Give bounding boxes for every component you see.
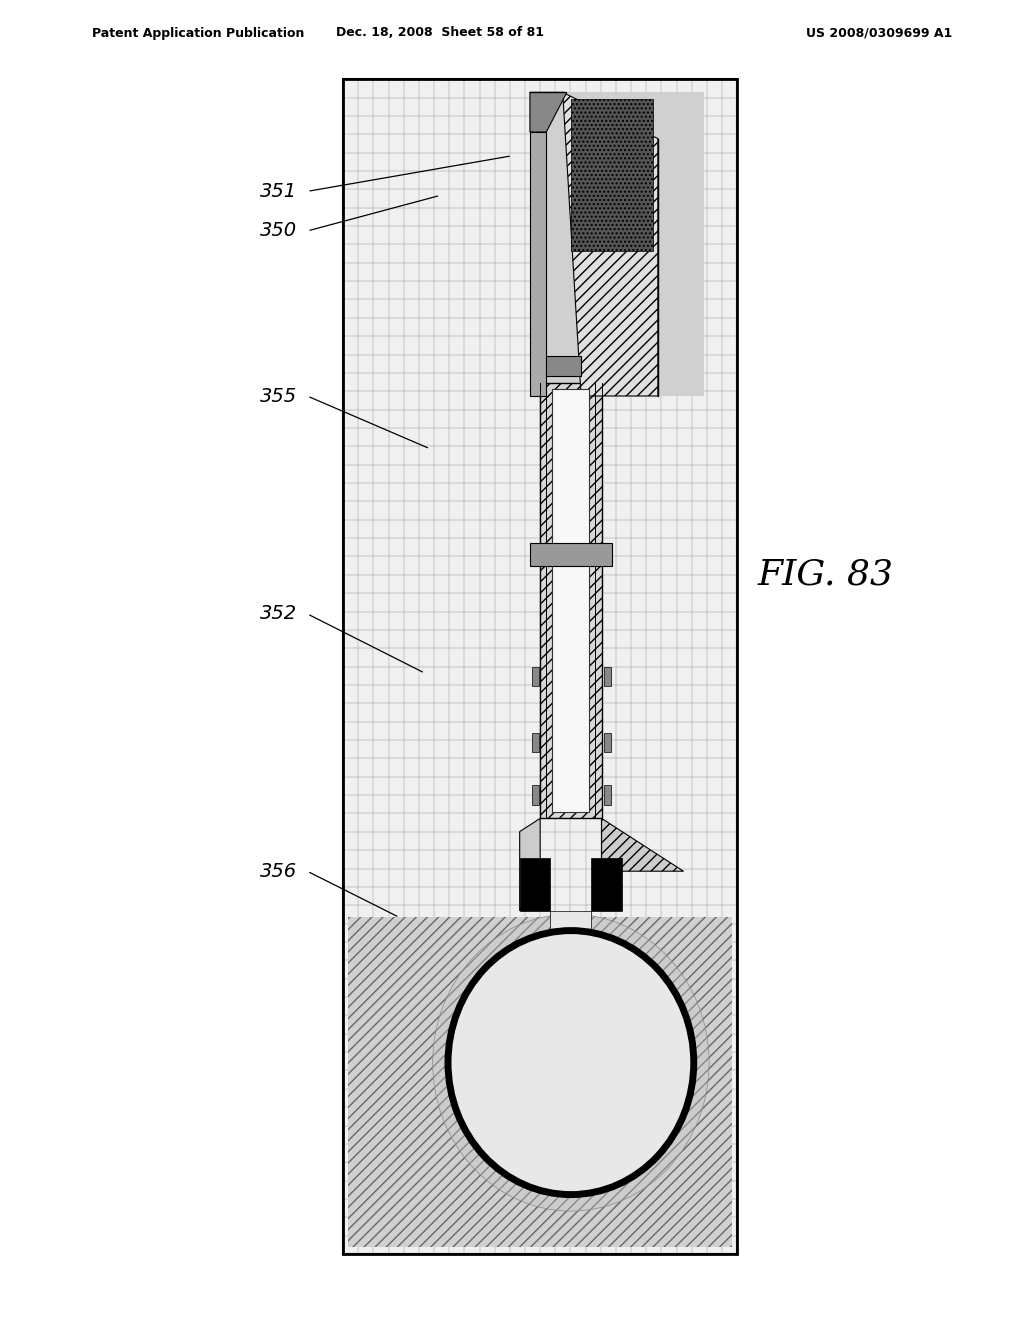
Bar xyxy=(604,733,610,752)
Text: Dec. 18, 2008  Sheet 58 of 81: Dec. 18, 2008 Sheet 58 of 81 xyxy=(336,26,545,40)
Text: 350: 350 xyxy=(260,222,297,240)
Polygon shape xyxy=(551,911,592,937)
Polygon shape xyxy=(519,818,541,911)
Bar xyxy=(541,383,602,818)
Bar xyxy=(530,92,705,396)
Ellipse shape xyxy=(457,940,684,1185)
Polygon shape xyxy=(563,92,657,396)
Bar xyxy=(532,785,539,805)
Bar xyxy=(343,79,737,1254)
Text: Patent Application Publication: Patent Application Publication xyxy=(92,26,304,40)
Polygon shape xyxy=(530,92,567,132)
Polygon shape xyxy=(530,543,612,566)
Text: US 2008/0309699 A1: US 2008/0309699 A1 xyxy=(806,26,952,40)
Bar xyxy=(532,667,539,686)
Bar xyxy=(553,389,590,812)
Bar xyxy=(592,858,623,911)
Text: 351: 351 xyxy=(260,182,297,201)
Bar xyxy=(343,79,737,1254)
Polygon shape xyxy=(571,99,653,251)
Polygon shape xyxy=(602,818,684,871)
Bar xyxy=(532,733,539,752)
Text: 352: 352 xyxy=(260,605,297,623)
Ellipse shape xyxy=(432,913,709,1212)
Bar xyxy=(604,785,610,805)
Bar xyxy=(604,667,610,686)
Text: 356: 356 xyxy=(260,862,297,880)
Bar xyxy=(519,858,551,911)
Bar xyxy=(530,132,547,396)
Text: 355: 355 xyxy=(260,387,297,405)
Ellipse shape xyxy=(449,931,694,1195)
Bar xyxy=(547,356,582,376)
Text: FIG. 83: FIG. 83 xyxy=(758,557,894,591)
Bar xyxy=(348,917,732,1247)
